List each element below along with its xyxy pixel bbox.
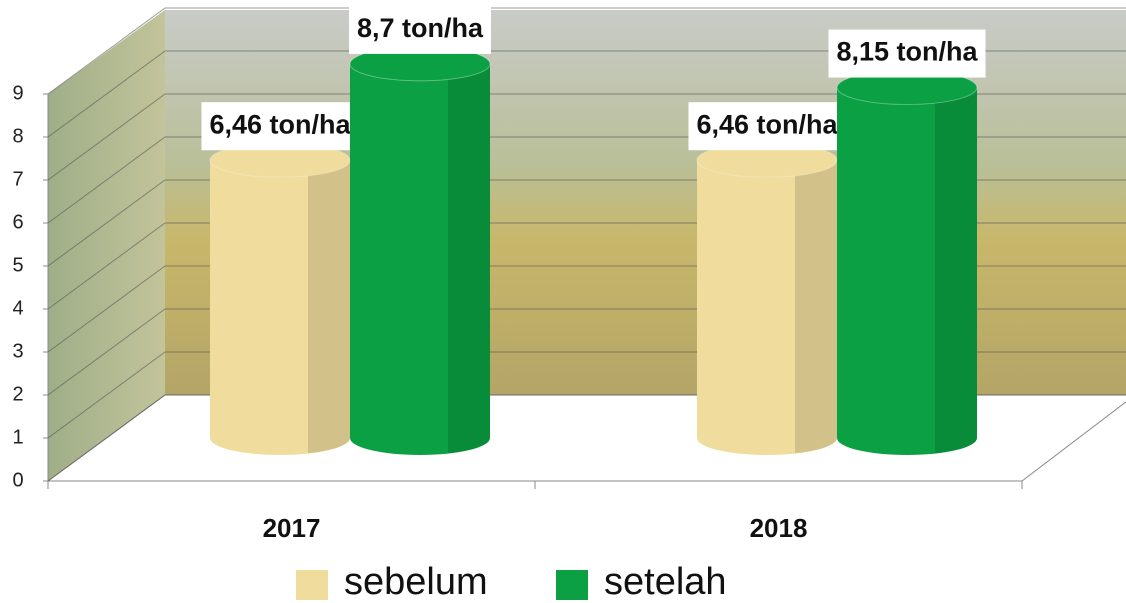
y-tick-label: 3 [12,340,23,362]
legend-label: sebelum [344,561,488,603]
bar-shade [448,64,490,453]
y-tick-label: 9 [12,82,23,104]
legend-swatch [296,570,328,600]
y-tick-label: 6 [12,211,23,233]
y-tick-label: 1 [12,426,23,448]
legend-label: setelah [604,561,727,603]
value-label: 8,15 ton/ha [836,37,978,67]
y-tick-label: 2 [12,383,23,405]
value-label: 6,46 ton/ha [696,109,838,139]
y-tick-label: 7 [12,168,23,190]
y-tick-label: 0 [12,469,23,491]
y-tick-label: 5 [12,254,23,276]
x-tick-label: 2018 [750,513,808,543]
chart: 0 1 2 3 4 5 6 7 8 9 2017 6,46 ton/ha 8,7 ton/ha 2018 6… [0,0,1126,603]
legend-swatch [556,570,588,600]
value-label: 8,7 ton/ha [357,13,484,43]
y-tick-label: 8 [12,125,23,147]
x-tick-label: 2017 [263,513,321,543]
bar-shade [935,88,977,454]
bar-shade [308,160,350,453]
page: 0 1 2 3 4 5 6 7 8 9 2017 6,46 ton/ha 8,7 ton/ha 2018 6… [0,0,1126,603]
y-tick-label: 4 [12,297,23,319]
value-label: 6,46 ton/ha [209,109,351,139]
bar-shade [795,160,837,453]
